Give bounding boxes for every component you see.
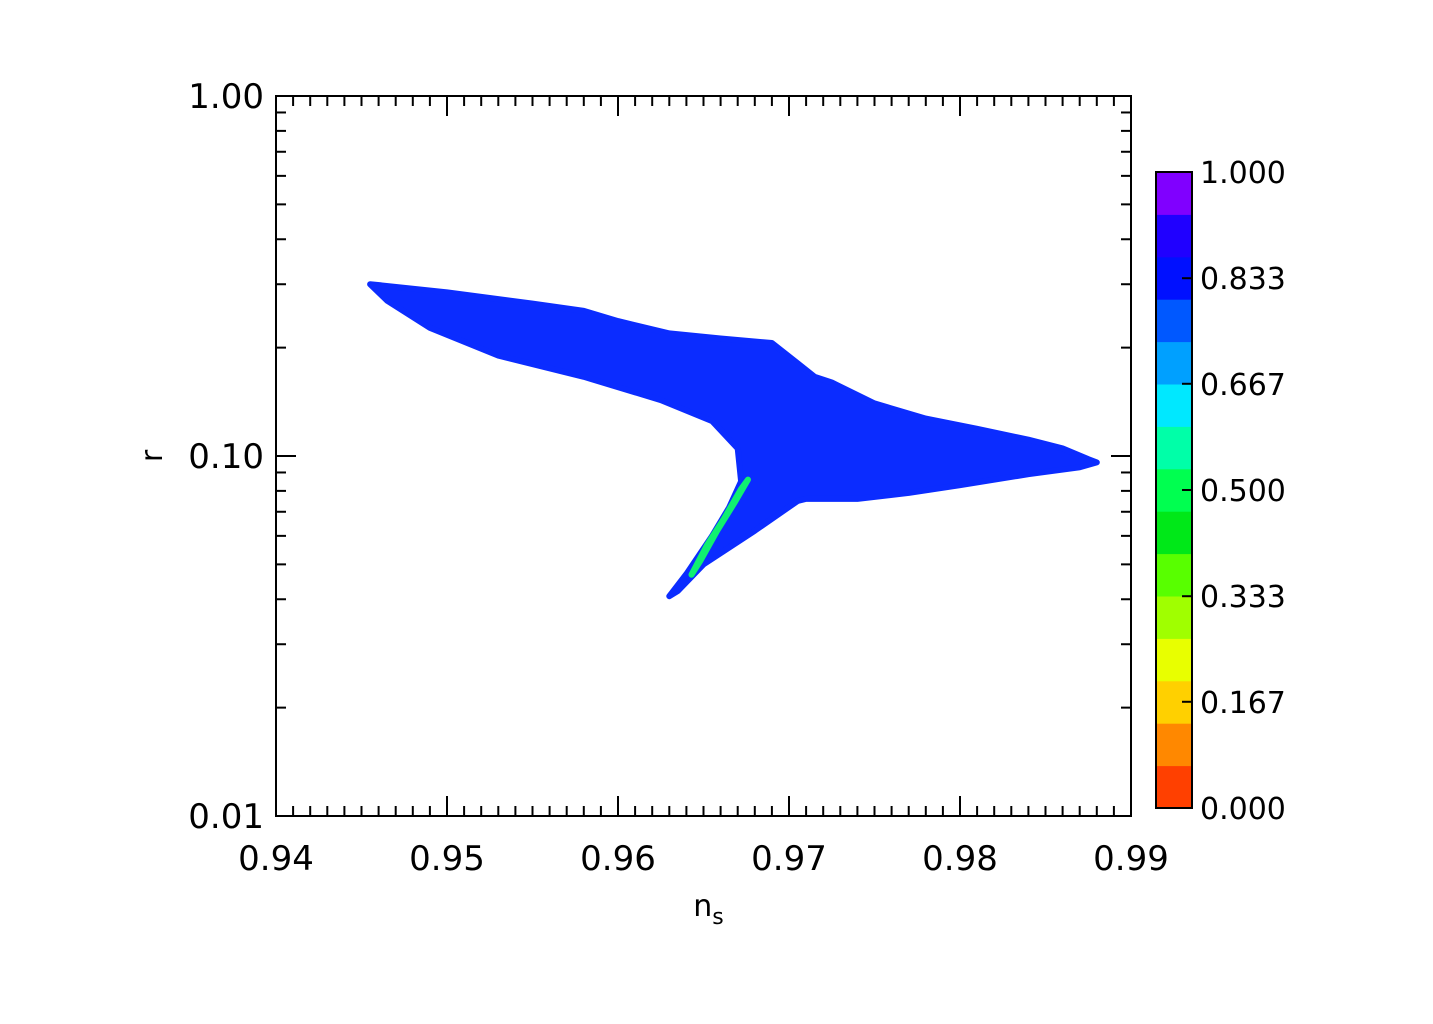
- colorbar-swatch: [1156, 596, 1192, 639]
- x-tick-label: 0.96: [580, 839, 656, 879]
- colorbar-swatch: [1156, 511, 1192, 555]
- x-tick-label: 0.95: [409, 839, 485, 879]
- colorbar-label: 0.167: [1200, 686, 1286, 721]
- colorbar-label: 0.667: [1200, 368, 1286, 403]
- colorbar-label: 0.500: [1200, 474, 1286, 509]
- x-axis: 0.94 0.95 0.96 0.97 0.98 0.99: [238, 96, 1169, 879]
- y-tick-label: 1.00: [188, 77, 264, 117]
- y-tick-label: 0.01: [188, 797, 264, 837]
- data-regions: [367, 281, 1100, 600]
- colorbar-label: 0.000: [1200, 792, 1286, 827]
- colorbar-label: 0.333: [1200, 580, 1286, 615]
- region-main: [367, 281, 1100, 600]
- y-axis: 0.01 0.10 1.00: [188, 77, 1131, 837]
- y-axis-label: r: [135, 449, 170, 462]
- colorbar-swatch: [1156, 172, 1192, 215]
- y-tick-label: 0.10: [188, 437, 264, 477]
- colorbar-swatch: [1156, 384, 1192, 427]
- colorbar-swatch: [1156, 341, 1192, 385]
- colorbar-swatch: [1156, 765, 1192, 809]
- x-tick-label: 0.94: [238, 839, 314, 879]
- x-tick-label: 0.98: [922, 839, 998, 879]
- colorbar-label: 1.000: [1200, 156, 1286, 191]
- region-low: [688, 476, 751, 578]
- colorbar-swatch: [1156, 426, 1192, 470]
- x-tick-label: 0.97: [751, 839, 827, 879]
- colorbar-swatch: [1156, 553, 1192, 597]
- colorbar-swatch: [1156, 723, 1192, 767]
- colorbar-label: 0.833: [1200, 262, 1286, 297]
- colorbar-swatch: [1156, 214, 1192, 258]
- colorbar-swatch: [1156, 638, 1192, 682]
- colorbar-swatch: [1156, 299, 1192, 343]
- x-axis-label: ns: [693, 889, 723, 930]
- x-tick-label: 0.99: [1093, 839, 1169, 879]
- colorbar: 0.000 0.167 0.333 0.500 0.667 0.833 1.000: [1155, 156, 1286, 827]
